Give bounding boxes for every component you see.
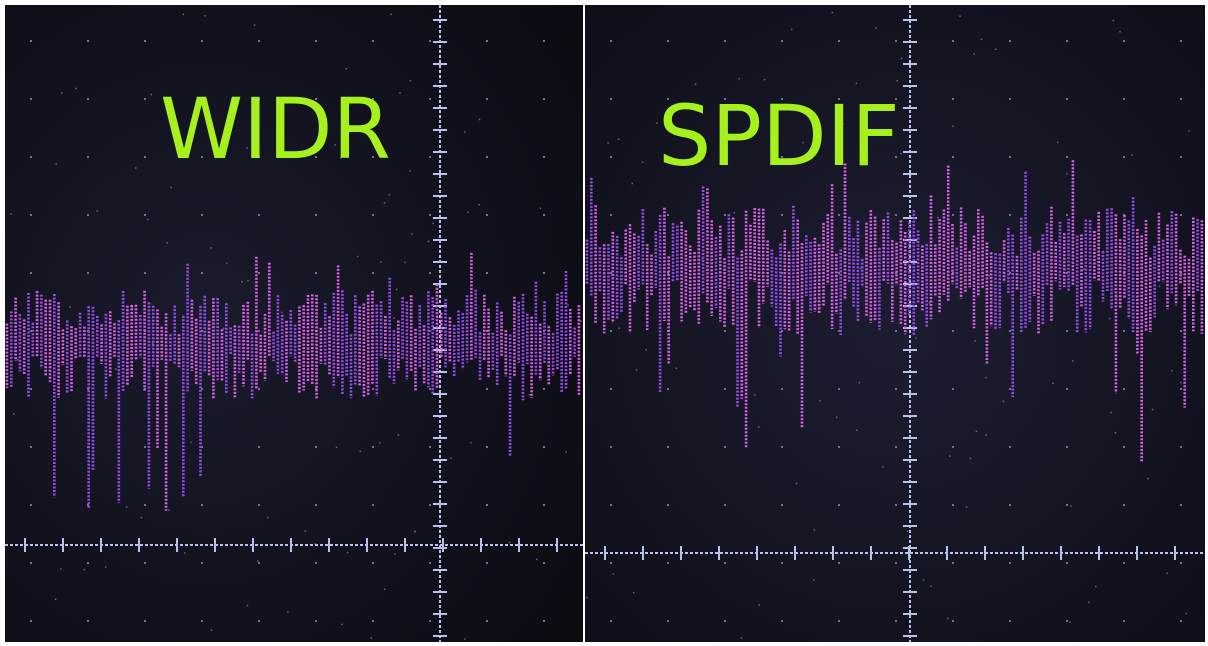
panel-label: WIDR — [160, 80, 391, 178]
panel-label: SPDIF — [658, 87, 900, 185]
page: WIDR SPDIF (() => { const data = JSON.pa… — [0, 0, 1208, 646]
photo: WIDR SPDIF — [0, 0, 1208, 646]
